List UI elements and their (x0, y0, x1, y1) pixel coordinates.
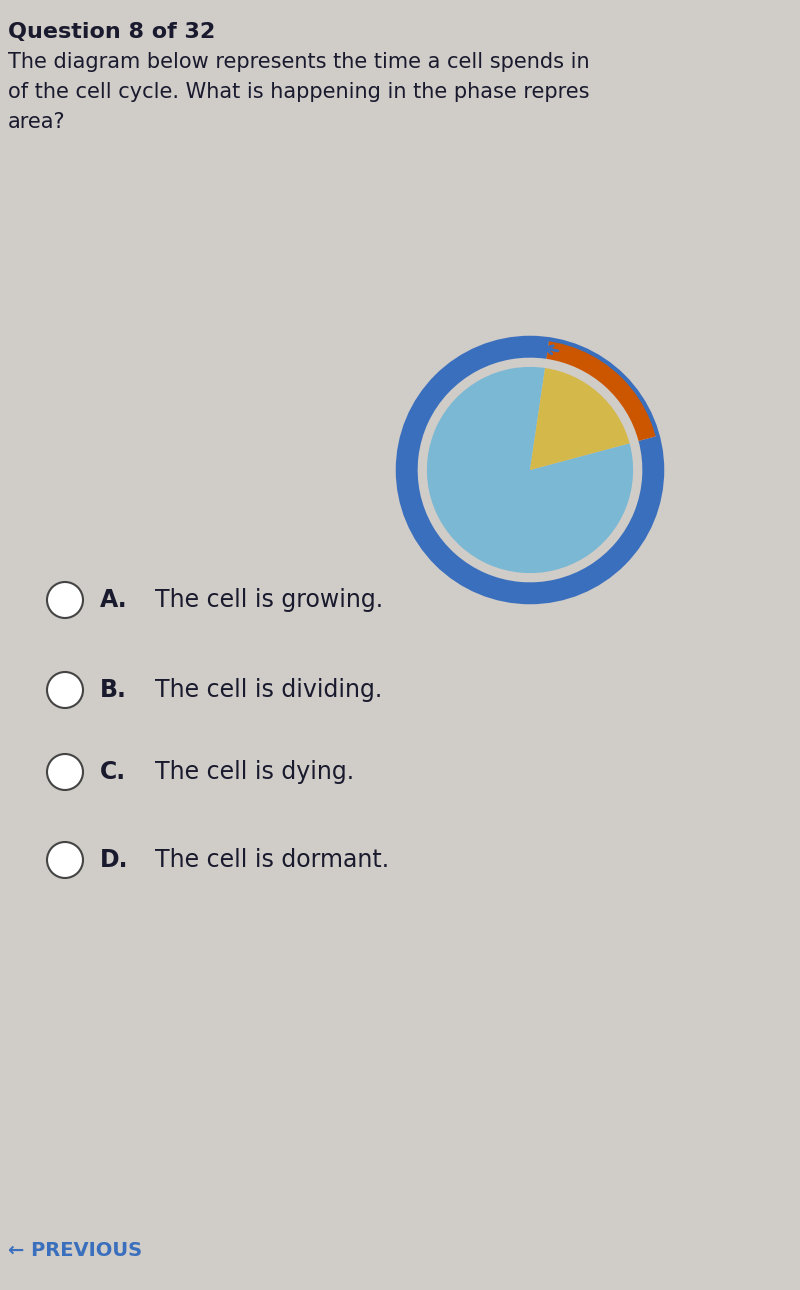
Text: The cell is dividing.: The cell is dividing. (155, 679, 382, 702)
Text: The cell is growing.: The cell is growing. (155, 588, 383, 611)
Text: D.: D. (100, 848, 129, 872)
Wedge shape (427, 366, 633, 573)
Text: area?: area? (8, 112, 66, 132)
Text: Question 8 of 32: Question 8 of 32 (8, 22, 215, 43)
Text: The cell is dying.: The cell is dying. (155, 760, 354, 784)
Circle shape (47, 842, 83, 878)
Text: A.: A. (100, 588, 128, 611)
Text: ← PREVIOUS: ← PREVIOUS (8, 1241, 142, 1260)
Circle shape (47, 582, 83, 618)
Text: B.: B. (100, 679, 127, 702)
Text: of the cell cycle. What is happening in the phase repres: of the cell cycle. What is happening in … (8, 83, 590, 102)
Circle shape (47, 753, 83, 789)
Text: The diagram below represents the time a cell spends in: The diagram below represents the time a … (8, 52, 590, 72)
Wedge shape (530, 368, 630, 470)
Wedge shape (398, 338, 662, 602)
Circle shape (47, 672, 83, 708)
Text: C.: C. (100, 760, 126, 784)
Text: The cell is dormant.: The cell is dormant. (155, 848, 389, 872)
Wedge shape (546, 339, 658, 441)
